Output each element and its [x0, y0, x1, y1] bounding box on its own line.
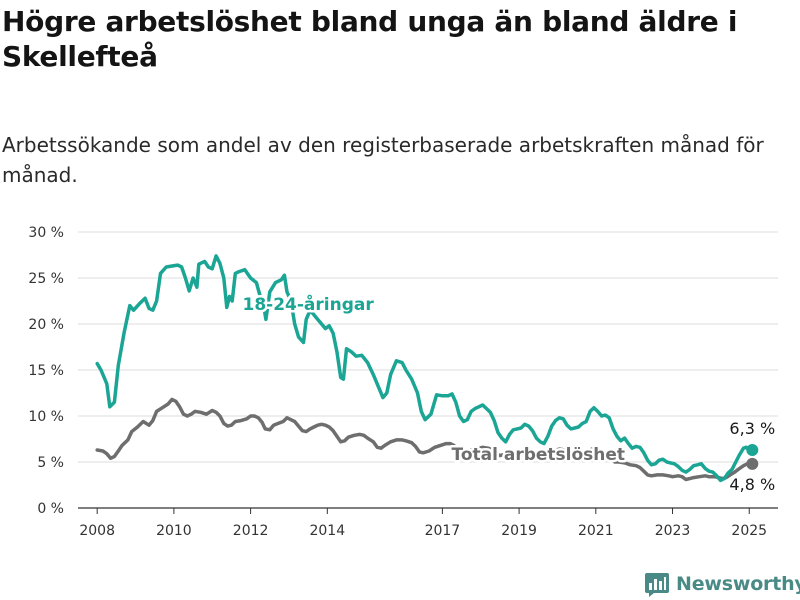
x-tick-label: 2012 [233, 523, 269, 539]
x-tick-label: 2019 [501, 523, 537, 539]
total-end-point [746, 458, 758, 470]
x-tick-label: 2014 [309, 523, 345, 539]
x-tick-label: 2023 [655, 523, 691, 539]
youth-series-label: 18-24-åringar [243, 293, 375, 315]
y-tick-label: 10 % [28, 409, 64, 425]
x-axis: 2008 2010 2012 2014 2017 2019 2021 2023 2025 [79, 508, 767, 539]
total-unemployment-line [97, 399, 752, 479]
y-tick-label: 0 % [37, 501, 64, 517]
x-tick-label: 2008 [79, 523, 115, 539]
x-tick-label: 2017 [425, 523, 461, 539]
y-tick-label: 20 % [28, 317, 64, 333]
y-axis: 0 % 5 % 10 % 15 % 20 % 25 % 30 % [28, 225, 64, 517]
newsworthy-icon [644, 571, 670, 597]
total-series-label: Total arbetslöshet [452, 445, 626, 465]
series-lines [97, 256, 752, 481]
y-tick-label: 5 % [37, 455, 64, 471]
youth-end-label: 6,3 % [729, 419, 775, 438]
brand-name: Newsworthy [676, 573, 800, 595]
y-tick-label: 25 % [28, 271, 64, 287]
x-tick-label: 2021 [578, 523, 614, 539]
x-tick-label: 2025 [731, 523, 767, 539]
youth-unemployment-line [97, 256, 752, 481]
line-chart: 0 %5 %10 %15 %20 %25 %30 % 2008 2010 2012 2… [0, 0, 800, 600]
y-tick-label: 15 % [28, 363, 64, 379]
total-end-label: 4,8 % [729, 475, 775, 494]
x-tick-label: 2010 [156, 523, 192, 539]
youth-end-point [746, 444, 758, 456]
y-tick-label: 30 % [28, 225, 64, 241]
newsworthy-logo: Newsworthy [644, 570, 800, 598]
